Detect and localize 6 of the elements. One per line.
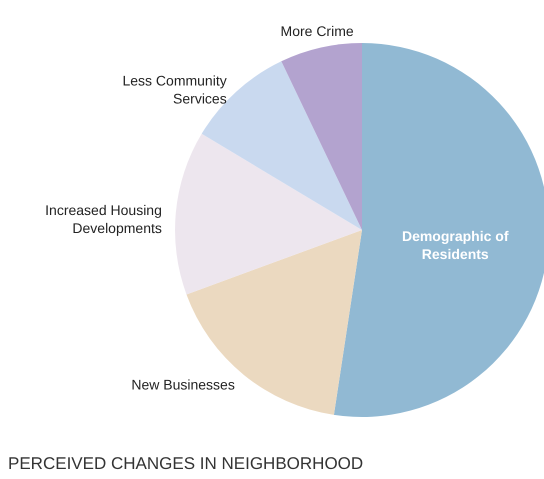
slice-label: New Businesses <box>131 376 235 393</box>
slice-label: Less Community Services <box>122 72 227 106</box>
slice-label: Increased Housing Developments <box>45 202 162 236</box>
slice-label: Demographic of Residents <box>402 228 509 262</box>
slice-label: More Crime <box>280 23 354 40</box>
text: PERCEIVED CHANGES IN NEIGHBORHOOD <box>8 454 364 473</box>
